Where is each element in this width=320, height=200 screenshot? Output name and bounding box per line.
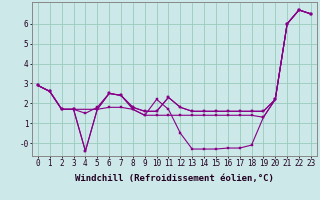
X-axis label: Windchill (Refroidissement éolien,°C): Windchill (Refroidissement éolien,°C) bbox=[75, 174, 274, 183]
